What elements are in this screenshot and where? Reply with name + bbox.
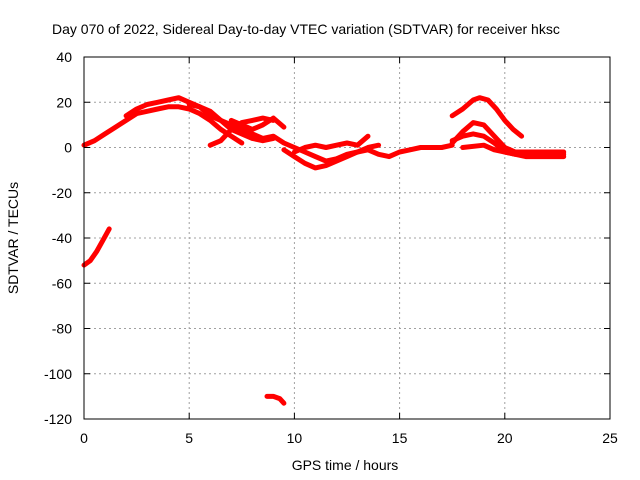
grid (84, 57, 610, 419)
y-tick-label: 40 (56, 49, 72, 65)
y-tick-label: -120 (44, 411, 72, 427)
x-tick-label: 25 (602, 430, 618, 446)
y-tick-label: -100 (44, 366, 72, 382)
chart-title: Day 070 of 2022, Sidereal Day-to-day VTE… (52, 21, 560, 37)
y-tick-label: -20 (52, 185, 72, 201)
series-track-12 (81, 226, 112, 268)
series-track-7 (291, 133, 371, 155)
y-tick-label: 20 (56, 94, 72, 110)
y-tick-label: 0 (64, 140, 72, 156)
x-tick-label: 5 (185, 430, 193, 446)
series-track-11 (449, 95, 525, 139)
series-track-13 (264, 393, 287, 406)
plot-frame (83, 56, 611, 420)
x-tick-label: 10 (287, 430, 303, 446)
series-track-1 (81, 104, 245, 148)
series-track-9 (449, 120, 567, 155)
x-tick-label: 15 (392, 430, 408, 446)
x-tick-label: 0 (80, 430, 88, 446)
y-tick-label: -80 (52, 321, 72, 337)
series-track-2 (123, 95, 455, 164)
data-series (81, 95, 567, 406)
series-track-6 (281, 142, 382, 171)
y-tick-label: -40 (52, 230, 72, 246)
x-tick-label: 20 (497, 430, 513, 446)
x-axis-label: GPS time / hours (292, 457, 399, 473)
y-tick-label: -60 (52, 275, 72, 291)
series-track-10 (460, 142, 567, 160)
axis-ticks: 0 5 10 15 20 25 40 20 0 -20 -40 -60 -80 -100 -120 (44, 49, 618, 446)
y-axis-label: SDTVAR / TECUs (5, 182, 21, 294)
series-track-5 (228, 115, 287, 132)
